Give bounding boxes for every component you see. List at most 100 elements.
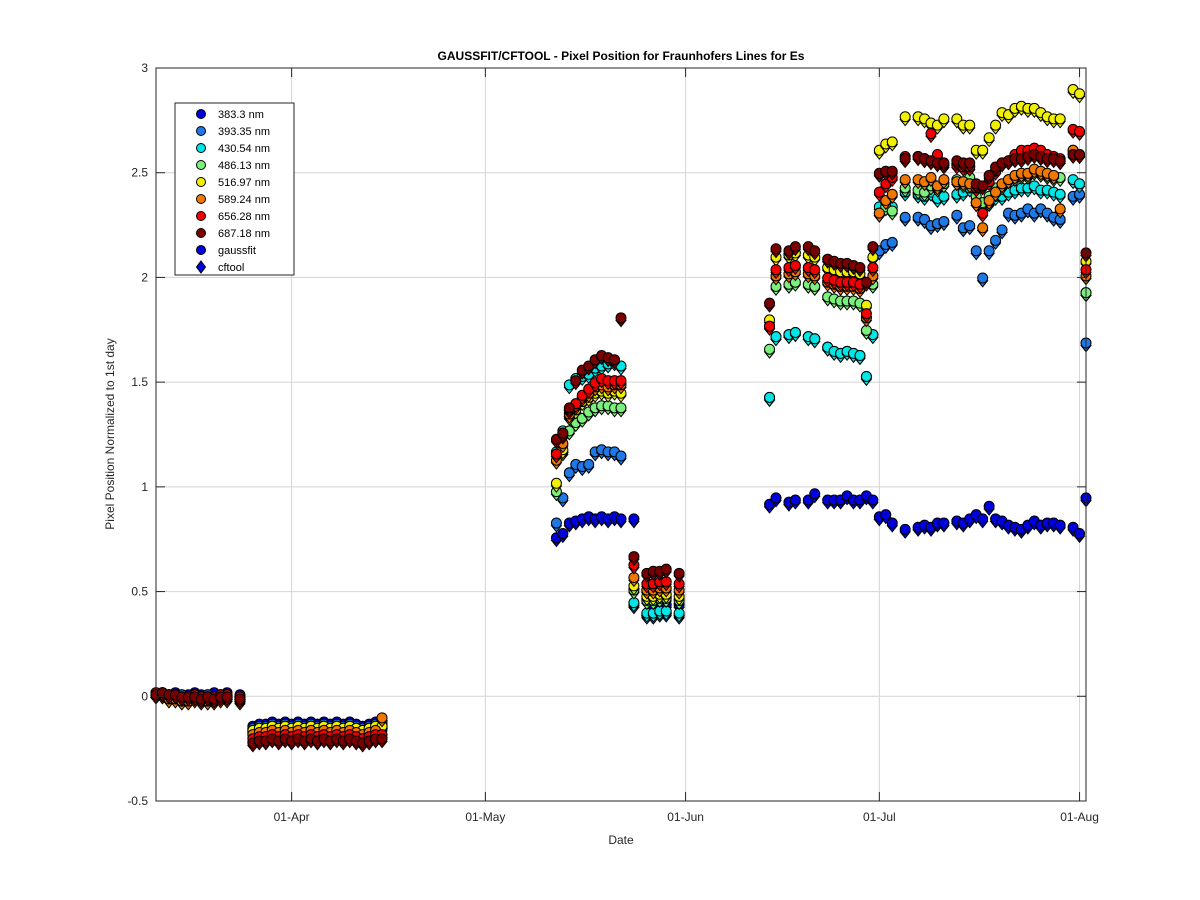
legend-entry: gaussfit [196, 245, 256, 257]
gaussfit-point [977, 272, 989, 284]
legend-marker [196, 211, 206, 221]
legend-marker-circle [196, 245, 206, 255]
gaussfit-point [983, 132, 995, 144]
series-687-18-nm [150, 148, 1092, 753]
x-axis-label: Date [608, 833, 634, 847]
legend-marker [196, 143, 206, 153]
x-tick-label: 01-Jun [667, 810, 704, 824]
legend-entry: cftool [195, 260, 244, 274]
gaussfit-point [770, 243, 782, 255]
x-tick-label: 01-May [465, 810, 505, 824]
legend-entry: 393.35 nm [196, 126, 270, 138]
gaussfit-point [977, 207, 989, 219]
legend-marker [196, 109, 206, 119]
gaussfit-point [770, 492, 782, 504]
gaussfit-point [809, 245, 821, 257]
legend-label: 486.13 nm [218, 160, 270, 172]
gaussfit-point [867, 262, 879, 274]
gaussfit-point [977, 222, 989, 234]
gaussfit-point [376, 733, 388, 745]
legend-label: 430.54 nm [218, 143, 270, 155]
legend-marker-diamond [195, 260, 207, 274]
gaussfit-point [964, 119, 976, 131]
gaussfit-point [1054, 203, 1066, 215]
gaussfit-point [983, 245, 995, 257]
legend-marker [196, 126, 206, 136]
legend-entry: 430.54 nm [196, 143, 270, 155]
gaussfit-point [938, 113, 950, 125]
gaussfit-point [964, 157, 976, 169]
gaussfit-point [615, 450, 627, 462]
data-markers [150, 84, 1092, 753]
gaussfit-point [615, 513, 627, 525]
gaussfit-point [938, 157, 950, 169]
gaussfit-point [873, 186, 885, 198]
y-tick-label: 2.5 [131, 166, 148, 180]
gaussfit-point [990, 186, 1002, 198]
gaussfit-point [764, 297, 776, 309]
gaussfit-point [628, 551, 640, 563]
gaussfit-point [990, 119, 1002, 131]
gaussfit-point [925, 128, 937, 140]
gaussfit-point [550, 477, 562, 489]
gaussfit-point [570, 375, 582, 387]
y-axis-label: Pixel Position Normalized to 1st day [103, 338, 117, 529]
gaussfit-point [615, 402, 627, 414]
gaussfit-point [899, 211, 911, 223]
y-tick-label: 1.5 [131, 375, 148, 389]
gaussfit-point [1074, 178, 1086, 190]
gaussfit-point [1048, 169, 1060, 181]
gaussfit-point [770, 264, 782, 276]
gaussfit-point [983, 195, 995, 207]
legend-label: 589.24 nm [218, 194, 270, 206]
gaussfit-point [860, 276, 872, 288]
gaussfit-point [977, 513, 989, 525]
legend-label: 516.97 nm [218, 177, 270, 189]
gaussfit-point [873, 207, 885, 219]
gaussfit-point [789, 326, 801, 338]
gaussfit-point [977, 144, 989, 156]
gaussfit-point [938, 215, 950, 227]
gaussfit-point [983, 169, 995, 181]
x-tick-label: 01-Jul [863, 810, 896, 824]
legend-entry: 687.18 nm [196, 228, 270, 240]
gaussfit-point [899, 523, 911, 535]
gaussfit-point [557, 427, 569, 439]
gaussfit-point [886, 188, 898, 200]
legend-entry: 516.97 nm [196, 177, 270, 189]
x-tick-label: 01-Aug [1060, 810, 1099, 824]
y-tick-label: 0 [141, 689, 148, 703]
gaussfit-point [789, 241, 801, 253]
gaussfit-point [615, 375, 627, 387]
gaussfit-point [867, 494, 879, 506]
gaussfit-point [1054, 155, 1066, 167]
legend-box [174, 102, 295, 276]
gaussfit-point [764, 343, 776, 355]
y-tick-label: 1 [141, 480, 148, 494]
plot-frame [155, 67, 1087, 802]
legend-label: 393.35 nm [218, 126, 270, 138]
legend-entry: 589.24 nm [196, 194, 270, 206]
gaussfit-point [886, 236, 898, 248]
gaussfit-point [628, 513, 640, 525]
y-tick-label: -0.5 [127, 794, 148, 808]
gaussfit-point [550, 517, 562, 529]
gaussfit-point [1054, 519, 1066, 531]
gaussfit-point [970, 197, 982, 209]
gaussfit-point [938, 174, 950, 186]
gaussfit-point [996, 224, 1008, 236]
gaussfit-point [660, 563, 672, 575]
gaussfit-point [557, 528, 569, 540]
gaussfit-point [938, 517, 950, 529]
chart-title: GAUSSFIT/CFTOOL - Pixel Position for Fra… [438, 49, 805, 63]
legend-marker [196, 160, 206, 170]
gaussfit-point [951, 209, 963, 221]
gaussfit-point [990, 234, 1002, 246]
gaussfit-point [983, 500, 995, 512]
gaussfit-point [886, 517, 898, 529]
x-tick-label: 01-Apr [274, 810, 310, 824]
y-tick-label: 3 [141, 61, 148, 75]
gaussfit-point [673, 567, 685, 579]
